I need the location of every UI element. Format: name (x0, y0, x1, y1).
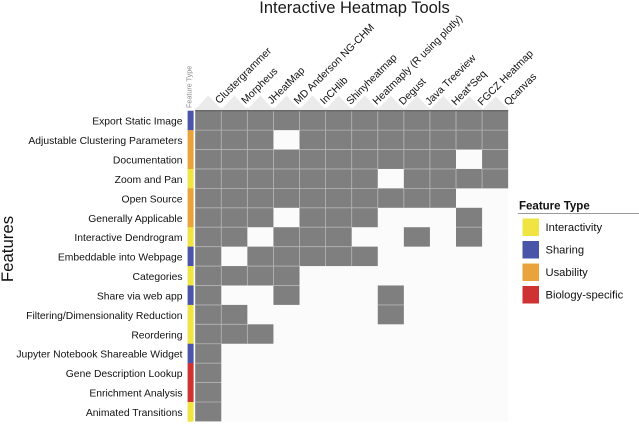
svg-text:Export Static Image: Export Static Image (92, 117, 183, 128)
svg-text:Open Source: Open Source (122, 194, 183, 205)
svg-text:Filtering/Dimensionality Reduc: Filtering/Dimensionality Reduction (26, 311, 183, 322)
svg-text:Usability: Usability (546, 267, 589, 279)
svg-text:Generally Applicable: Generally Applicable (88, 214, 183, 225)
svg-text:Interactive Dendrogram: Interactive Dendrogram (74, 233, 182, 244)
svg-text:Sharing: Sharing (546, 245, 585, 257)
svg-text:Documentation: Documentation (113, 155, 183, 166)
svg-text:Reordering: Reordering (131, 330, 182, 341)
svg-text:Animated Transitions: Animated Transitions (86, 408, 183, 419)
svg-text:Feature Type: Feature Type (519, 201, 590, 213)
svg-text:Interactivity: Interactivity (546, 222, 603, 234)
svg-text:Zoom and Pan: Zoom and Pan (115, 175, 183, 186)
svg-text:Enrichment Analysis: Enrichment Analysis (89, 389, 182, 400)
svg-text:Gene Description Lookup: Gene Description Lookup (66, 369, 183, 380)
svg-text:Interactive Heatmap Tools: Interactive Heatmap Tools (259, 0, 449, 17)
svg-text:Categories: Categories (132, 272, 182, 283)
svg-text:Feature Type: Feature Type (185, 66, 194, 108)
svg-text:Adjustable Clustering Paramete: Adjustable Clustering Parameters (28, 136, 182, 147)
svg-text:Share via web app: Share via web app (97, 291, 183, 302)
svg-text:Features: Features (0, 216, 17, 282)
svg-text:Jupyter Notebook Shareable Wid: Jupyter Notebook Shareable Widget (16, 350, 182, 361)
svg-text:Biology-specific: Biology-specific (546, 290, 624, 302)
svg-text:Embeddable into Webpage: Embeddable into Webpage (58, 253, 183, 264)
